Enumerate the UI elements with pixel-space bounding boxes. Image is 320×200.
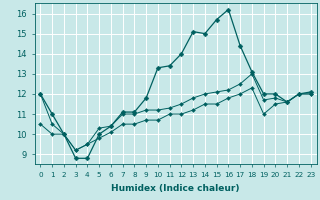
X-axis label: Humidex (Indice chaleur): Humidex (Indice chaleur) [111, 184, 240, 193]
